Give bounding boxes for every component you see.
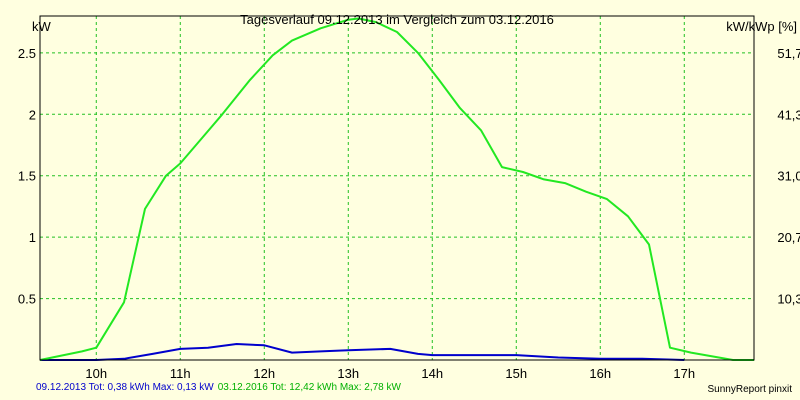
- y2-axis-ticks: 10,3 20,7 31,0 41,3 51,7: [777, 46, 800, 307]
- y-axis-label: kW: [32, 19, 52, 34]
- x-tick-label: 13h: [337, 366, 359, 381]
- y2-tick-label: 31,0: [777, 169, 800, 184]
- plot-frame: [39, 15, 755, 361]
- series-group: [39, 17, 754, 361]
- legend-series-2013: 09.12.2013 Tot: 0,38 kWh Max: 0,13 kW: [36, 382, 214, 393]
- y2-tick-label: 10,3: [777, 292, 800, 307]
- x-tick-label: 16h: [589, 366, 611, 381]
- y2-tick-label: 20,7: [777, 230, 800, 245]
- chart-title: Tagesverlauf 09.12.2013 im Vergleich zum…: [240, 12, 554, 27]
- plot-area: [40, 16, 754, 360]
- y-tick-label: 2: [29, 107, 36, 122]
- legend-series-2016: 03.12.2016 Tot: 12,42 kWh Max: 2,78 kW: [217, 382, 401, 393]
- x-tick-label: 12h: [253, 366, 275, 381]
- y-tick-label: 2.5: [18, 46, 36, 61]
- x-tick-label: 15h: [505, 366, 527, 381]
- x-axis-ticks: 10h 11h 12h 13h 14h 15h 16h 17h: [85, 366, 695, 381]
- y-tick-label: 1.5: [18, 169, 36, 184]
- grid-lines: [40, 16, 754, 360]
- y-axis-ticks: 0.5 1 1.5 2 2.5: [18, 46, 36, 307]
- credit-text: SunnyReport pinxit: [707, 384, 793, 395]
- y2-axis-label: kW/kWp [%]: [726, 19, 797, 34]
- series-line-1: [40, 343, 685, 361]
- x-tick-label: 10h: [85, 366, 107, 381]
- x-tick-label: 11h: [170, 366, 191, 381]
- y2-tick-label: 51,7: [777, 46, 800, 61]
- y2-tick-label: 41,3: [777, 107, 800, 122]
- chart-footer-legend: 09.12.2013 Tot: 0,38 kWh Max: 0,13 kW 03.…: [36, 382, 405, 393]
- x-tick-label: 14h: [421, 366, 443, 381]
- y-tick-label: 1: [29, 230, 36, 245]
- x-tick-label: 17h: [673, 366, 695, 381]
- series-line-2: [39, 17, 754, 361]
- y-tick-label: 0.5: [18, 292, 36, 307]
